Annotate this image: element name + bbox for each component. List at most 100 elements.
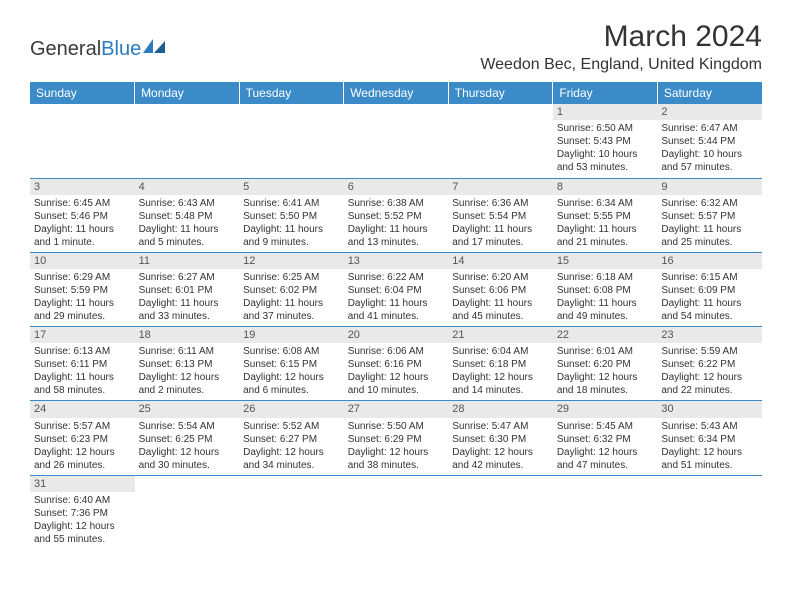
sunset-text: Sunset: 6:02 PM	[243, 284, 340, 297]
sunset-text: Sunset: 6:29 PM	[348, 433, 445, 446]
sunset-text: Sunset: 5:44 PM	[661, 135, 758, 148]
sunset-text: Sunset: 6:16 PM	[348, 358, 445, 371]
daylight-text-2: and 37 minutes.	[243, 310, 340, 323]
calendar-cell: 23Sunrise: 5:59 AMSunset: 6:22 PMDayligh…	[657, 327, 762, 401]
sunset-text: Sunset: 6:27 PM	[243, 433, 340, 446]
calendar-cell: 27Sunrise: 5:50 AMSunset: 6:29 PMDayligh…	[344, 401, 449, 475]
sunset-text: Sunset: 6:04 PM	[348, 284, 445, 297]
daylight-text-2: and 22 minutes.	[661, 384, 758, 397]
day-number: 3	[30, 179, 135, 195]
logo-text-2: Blue	[101, 38, 141, 61]
sunset-text: Sunset: 7:36 PM	[34, 507, 131, 520]
daylight-text-2: and 45 minutes.	[452, 310, 549, 323]
sunset-text: Sunset: 5:54 PM	[452, 210, 549, 223]
sunset-text: Sunset: 6:15 PM	[243, 358, 340, 371]
sunrise-text: Sunrise: 5:47 AM	[452, 420, 549, 433]
sunrise-text: Sunrise: 6:01 AM	[557, 345, 654, 358]
day-number: 23	[657, 327, 762, 343]
daylight-text-1: Daylight: 12 hours	[34, 520, 131, 533]
sunrise-text: Sunrise: 5:57 AM	[34, 420, 131, 433]
calendar-cell	[448, 475, 553, 549]
day-number: 17	[30, 327, 135, 343]
daylight-text-2: and 13 minutes.	[348, 236, 445, 249]
calendar-cell: 1Sunrise: 6:50 AMSunset: 5:43 PMDaylight…	[553, 104, 658, 178]
daylight-text-1: Daylight: 11 hours	[139, 223, 236, 236]
calendar-cell: 26Sunrise: 5:52 AMSunset: 6:27 PMDayligh…	[239, 401, 344, 475]
daylight-text-1: Daylight: 12 hours	[348, 446, 445, 459]
daylight-text-1: Daylight: 11 hours	[34, 371, 131, 384]
daylight-text-2: and 34 minutes.	[243, 459, 340, 472]
daylight-text-2: and 2 minutes.	[139, 384, 236, 397]
sunrise-text: Sunrise: 6:20 AM	[452, 271, 549, 284]
calendar-cell: 18Sunrise: 6:11 AMSunset: 6:13 PMDayligh…	[135, 327, 240, 401]
calendar-cell: 14Sunrise: 6:20 AMSunset: 6:06 PMDayligh…	[448, 252, 553, 326]
daylight-text-1: Daylight: 11 hours	[661, 223, 758, 236]
daylight-text-2: and 17 minutes.	[452, 236, 549, 249]
daylight-text-1: Daylight: 10 hours	[661, 148, 758, 161]
calendar-cell	[239, 104, 344, 178]
daylight-text-2: and 47 minutes.	[557, 459, 654, 472]
sunrise-text: Sunrise: 6:15 AM	[661, 271, 758, 284]
daylight-text-1: Daylight: 12 hours	[34, 446, 131, 459]
sunrise-text: Sunrise: 6:40 AM	[34, 494, 131, 507]
day-number: 11	[135, 253, 240, 269]
sunrise-text: Sunrise: 6:04 AM	[452, 345, 549, 358]
sunrise-text: Sunrise: 6:45 AM	[34, 197, 131, 210]
logo-text-1: General	[30, 38, 101, 61]
calendar-cell: 20Sunrise: 6:06 AMSunset: 6:16 PMDayligh…	[344, 327, 449, 401]
dayheader-sunday: Sunday	[30, 82, 135, 104]
calendar-cell: 11Sunrise: 6:27 AMSunset: 6:01 PMDayligh…	[135, 252, 240, 326]
daylight-text-1: Daylight: 12 hours	[139, 371, 236, 384]
calendar-cell: 9Sunrise: 6:32 AMSunset: 5:57 PMDaylight…	[657, 178, 762, 252]
daylight-text-2: and 26 minutes.	[34, 459, 131, 472]
day-number: 31	[30, 476, 135, 492]
dayheader-tuesday: Tuesday	[239, 82, 344, 104]
calendar-body: 1Sunrise: 6:50 AMSunset: 5:43 PMDaylight…	[30, 104, 762, 549]
calendar-row: 3Sunrise: 6:45 AMSunset: 5:46 PMDaylight…	[30, 178, 762, 252]
day-number: 27	[344, 401, 449, 417]
sunrise-text: Sunrise: 5:52 AM	[243, 420, 340, 433]
calendar-cell: 4Sunrise: 6:43 AMSunset: 5:48 PMDaylight…	[135, 178, 240, 252]
daylight-text-1: Daylight: 12 hours	[243, 371, 340, 384]
month-title: March 2024	[480, 20, 762, 54]
calendar-cell: 13Sunrise: 6:22 AMSunset: 6:04 PMDayligh…	[344, 252, 449, 326]
daylight-text-2: and 51 minutes.	[661, 459, 758, 472]
calendar-cell: 15Sunrise: 6:18 AMSunset: 6:08 PMDayligh…	[553, 252, 658, 326]
sunset-text: Sunset: 6:30 PM	[452, 433, 549, 446]
sunset-text: Sunset: 5:48 PM	[139, 210, 236, 223]
sunset-text: Sunset: 6:34 PM	[661, 433, 758, 446]
daylight-text-1: Daylight: 11 hours	[348, 223, 445, 236]
daylight-text-2: and 55 minutes.	[34, 533, 131, 546]
calendar-row: 10Sunrise: 6:29 AMSunset: 5:59 PMDayligh…	[30, 252, 762, 326]
sunset-text: Sunset: 6:22 PM	[661, 358, 758, 371]
sunrise-text: Sunrise: 6:47 AM	[661, 122, 758, 135]
day-number: 4	[135, 179, 240, 195]
daylight-text-1: Daylight: 11 hours	[348, 297, 445, 310]
daylight-text-1: Daylight: 12 hours	[139, 446, 236, 459]
sunset-text: Sunset: 6:23 PM	[34, 433, 131, 446]
calendar-cell	[448, 104, 553, 178]
sunrise-text: Sunrise: 6:41 AM	[243, 197, 340, 210]
calendar-cell: 29Sunrise: 5:45 AMSunset: 6:32 PMDayligh…	[553, 401, 658, 475]
day-number: 2	[657, 104, 762, 120]
sunrise-text: Sunrise: 6:11 AM	[139, 345, 236, 358]
calendar-table: Sunday Monday Tuesday Wednesday Thursday…	[30, 82, 762, 549]
daylight-text-1: Daylight: 11 hours	[139, 297, 236, 310]
sunrise-text: Sunrise: 6:22 AM	[348, 271, 445, 284]
sunrise-text: Sunrise: 6:34 AM	[557, 197, 654, 210]
day-number: 29	[553, 401, 658, 417]
daylight-text-1: Daylight: 11 hours	[243, 223, 340, 236]
sunset-text: Sunset: 6:18 PM	[452, 358, 549, 371]
daylight-text-1: Daylight: 12 hours	[661, 446, 758, 459]
sunset-text: Sunset: 6:11 PM	[34, 358, 131, 371]
sunrise-text: Sunrise: 6:50 AM	[557, 122, 654, 135]
daylight-text-1: Daylight: 11 hours	[452, 297, 549, 310]
day-number: 24	[30, 401, 135, 417]
sunset-text: Sunset: 6:06 PM	[452, 284, 549, 297]
calendar-cell: 2 Sunrise: 6:47 AMSunset: 5:44 PMDaylight…	[657, 104, 762, 178]
calendar-cell: 21Sunrise: 6:04 AMSunset: 6:18 PMDayligh…	[448, 327, 553, 401]
daylight-text-1: Daylight: 11 hours	[661, 297, 758, 310]
daylight-text-2: and 33 minutes.	[139, 310, 236, 323]
logo-sail-icon	[143, 39, 165, 53]
daylight-text-2: and 6 minutes.	[243, 384, 340, 397]
